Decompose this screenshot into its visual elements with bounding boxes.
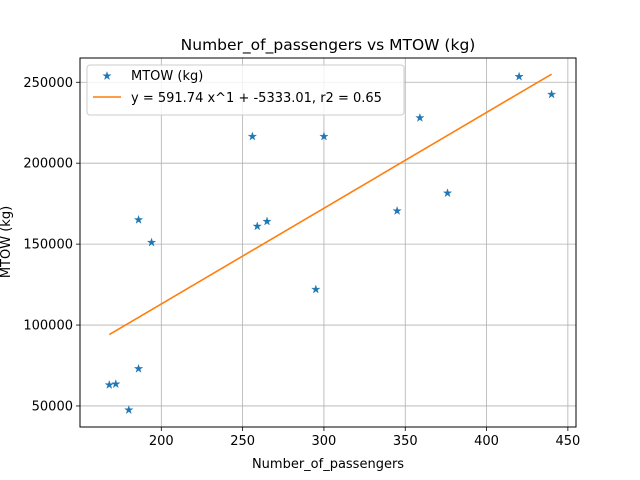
y-axis-title: MTOW (kg) xyxy=(0,206,14,278)
fit-line xyxy=(108,73,553,336)
axes: 200 250 300 350 400 450 50000 100000 150000 20000… xyxy=(23,76,580,449)
plot-series xyxy=(104,71,557,415)
x-tick-label: 200 xyxy=(149,434,174,449)
y-tick-label: 50000 xyxy=(32,399,73,414)
data-point xyxy=(262,216,272,226)
data-point xyxy=(311,284,321,294)
data-point xyxy=(133,363,144,373)
data-point xyxy=(146,237,157,247)
data-point xyxy=(514,71,524,81)
data-point xyxy=(442,188,453,198)
data-point xyxy=(546,89,557,99)
legend: MTOW (kg) y = 591.74 x^1 + -5333.01, r2 … xyxy=(86,64,405,116)
data-point xyxy=(133,214,144,224)
y-tick-label: 100000 xyxy=(23,319,73,334)
data-point xyxy=(392,205,402,215)
data-point xyxy=(247,131,258,141)
data-point xyxy=(111,379,121,389)
data-point xyxy=(104,379,114,389)
legend-star xyxy=(102,71,112,81)
data-point xyxy=(415,112,425,122)
x-tick-label: 350 xyxy=(393,434,418,449)
x-tick-label: 450 xyxy=(555,434,580,449)
legend-frame xyxy=(86,64,405,116)
y-tick-label: 200000 xyxy=(23,157,73,172)
data-point xyxy=(124,405,134,415)
x-tick-label: 250 xyxy=(230,434,255,449)
plot-frame xyxy=(79,57,577,428)
data-point xyxy=(252,221,262,231)
y-tick-label: 150000 xyxy=(23,238,73,253)
x-tick-label: 400 xyxy=(474,434,499,449)
x-axis-title: Number_of_passengers xyxy=(252,457,404,472)
legend-star-marker xyxy=(102,71,112,81)
chart-title: Number_of_passengers vs MTOW (kg) xyxy=(181,36,476,55)
x-tick-label: 300 xyxy=(312,434,337,449)
data-point xyxy=(319,131,329,141)
legend-label-points: MTOW (kg) xyxy=(131,69,203,84)
legend-label-fit: y = 591.74 x^1 + -5333.01, r2 = 0.65 xyxy=(131,91,382,106)
y-tick-label: 250000 xyxy=(23,76,73,91)
